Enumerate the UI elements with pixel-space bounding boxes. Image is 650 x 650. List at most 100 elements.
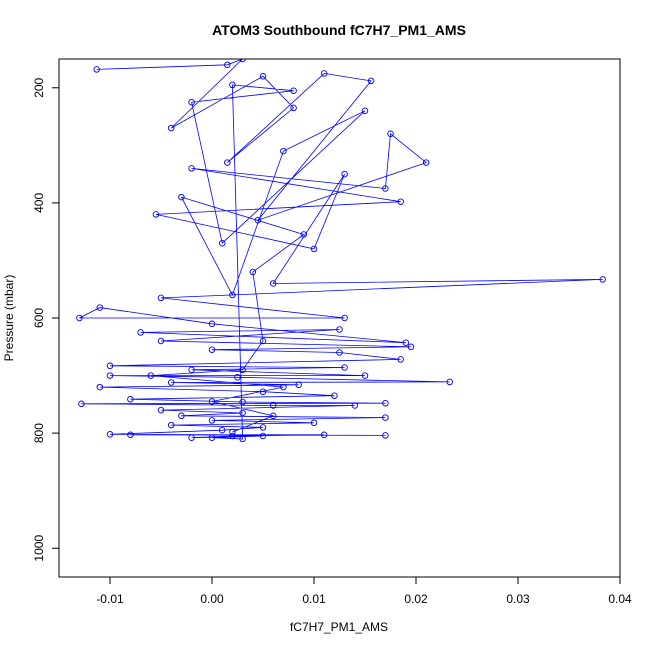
data-point xyxy=(269,280,277,287)
data-point xyxy=(259,432,267,440)
data-point xyxy=(387,130,394,138)
data-point xyxy=(157,294,165,302)
data-point xyxy=(147,372,155,379)
x-tick-label: 0.02 xyxy=(404,592,428,606)
y-axis: 200 400 600 800 1000 xyxy=(32,77,59,562)
data-point xyxy=(178,193,185,201)
data-point xyxy=(78,400,85,408)
data-point xyxy=(229,432,236,440)
data-point xyxy=(599,276,606,283)
data-point xyxy=(382,185,389,192)
data-point xyxy=(239,409,246,417)
x-tick-label: 0.04 xyxy=(608,592,632,606)
data-point xyxy=(224,159,231,166)
data-point xyxy=(239,366,246,374)
data-point xyxy=(208,346,216,353)
data-point xyxy=(290,87,297,94)
data-point xyxy=(259,337,267,345)
data-point xyxy=(310,419,318,427)
data-point xyxy=(229,291,236,299)
data-point xyxy=(218,426,226,434)
data-point xyxy=(137,329,144,336)
data-point xyxy=(93,66,100,73)
series-line xyxy=(79,59,603,440)
data-point xyxy=(382,432,389,439)
data-point xyxy=(249,268,257,276)
chart-title: ATOM3 Southbound fC7H7_PM1_AMS xyxy=(212,22,466,38)
data-point xyxy=(76,314,83,322)
data-point xyxy=(361,107,369,115)
data-point xyxy=(229,428,236,436)
data-point xyxy=(127,395,134,403)
data-point xyxy=(96,383,104,391)
data-point xyxy=(208,434,216,441)
data-point xyxy=(239,59,246,63)
x-tick-label: 0.00 xyxy=(200,592,224,606)
data-point xyxy=(407,343,415,351)
data-point xyxy=(157,406,165,414)
data-point xyxy=(208,320,216,328)
data-point xyxy=(188,98,195,106)
data-point xyxy=(382,414,389,421)
x-axis-label: fC7H7_PM1_AMS xyxy=(290,620,388,634)
data-point xyxy=(188,366,195,374)
data-point xyxy=(320,70,328,77)
data-point xyxy=(167,124,175,132)
data-point xyxy=(106,362,114,370)
y-tick-label: 200 xyxy=(32,77,46,97)
data-point xyxy=(300,231,308,238)
data-point xyxy=(422,159,430,166)
y-tick-label: 600 xyxy=(32,308,46,328)
x-axis: -0.01 0.00 0.01 0.02 0.03 0.04 xyxy=(96,577,632,606)
data-point xyxy=(208,398,216,405)
data-point xyxy=(367,77,375,85)
data-point xyxy=(254,216,262,224)
data-point xyxy=(234,374,241,381)
data-point xyxy=(188,434,195,441)
data-point xyxy=(397,198,404,205)
data-point xyxy=(178,412,185,420)
data-point xyxy=(295,381,302,389)
data-point xyxy=(402,339,410,346)
y-tick-label: 800 xyxy=(32,423,46,443)
x-tick-label: 0.01 xyxy=(302,592,326,606)
data-point xyxy=(259,388,267,395)
y-tick-label: 400 xyxy=(32,193,46,213)
data-point xyxy=(320,431,328,439)
data-point xyxy=(280,147,287,155)
data-point xyxy=(446,378,453,386)
data-point xyxy=(152,211,160,218)
data-point xyxy=(382,399,389,407)
data-point xyxy=(106,431,114,438)
data-point xyxy=(259,73,267,80)
data-point xyxy=(336,349,343,356)
data-point xyxy=(208,417,216,424)
data-point xyxy=(96,304,104,311)
data-point xyxy=(259,424,267,431)
data-point xyxy=(106,372,114,379)
y-axis-label: Pressure (mbar) xyxy=(2,275,16,362)
data-point xyxy=(361,372,369,379)
data-point xyxy=(336,326,343,333)
plot-area xyxy=(76,59,606,443)
x-tick-label: -0.01 xyxy=(96,592,124,606)
data-point xyxy=(188,165,195,172)
data-point xyxy=(167,421,175,429)
data-point xyxy=(167,379,175,386)
data-point xyxy=(269,402,277,409)
x-tick-label: 0.03 xyxy=(506,592,530,606)
data-point xyxy=(239,435,246,443)
data-point xyxy=(280,383,287,391)
data-point xyxy=(341,314,348,322)
y-tick-label: 1000 xyxy=(32,535,46,562)
data-point xyxy=(351,402,359,409)
data-point xyxy=(127,431,134,439)
data-point xyxy=(157,337,165,345)
data-point xyxy=(239,398,246,406)
data-point xyxy=(341,364,348,371)
data-point xyxy=(229,81,236,89)
data-point xyxy=(224,61,231,69)
data-point xyxy=(397,356,404,363)
data-point xyxy=(310,245,318,253)
